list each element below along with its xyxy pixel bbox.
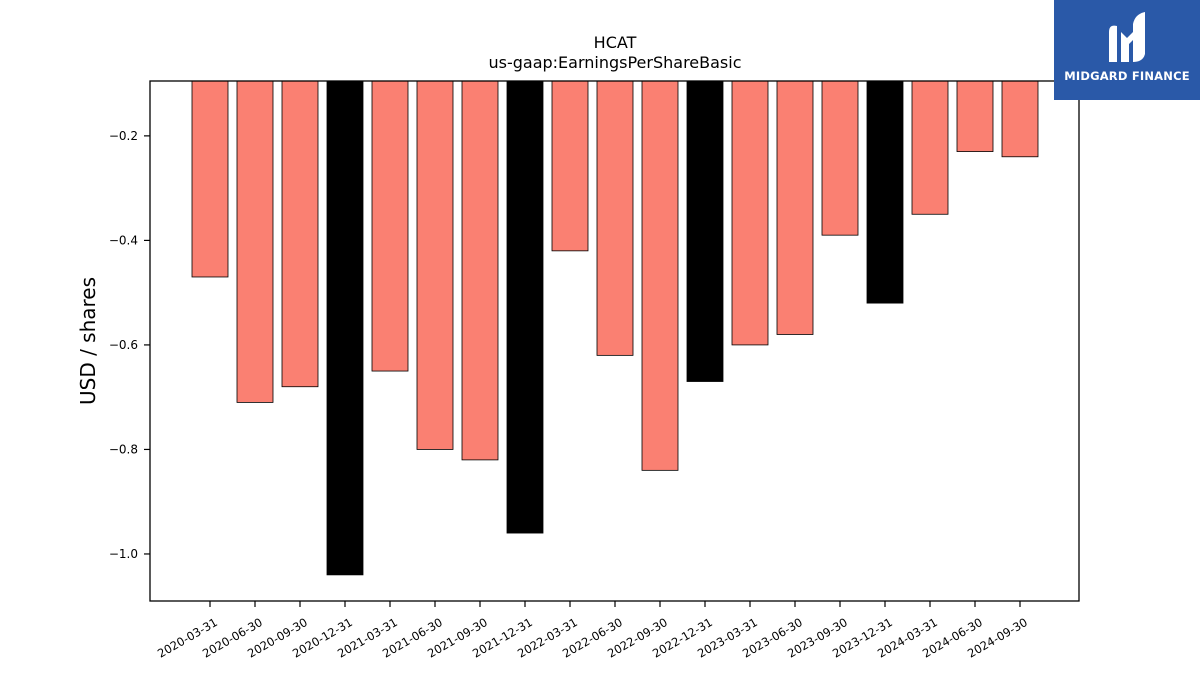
- bar-2023-09-30: [821, 80, 859, 236]
- bar-2021-12-31: [506, 80, 544, 534]
- bar-2024-09-30: [1001, 80, 1039, 158]
- plot-frame: [149, 80, 1080, 602]
- bar-2024-06-30: [956, 80, 994, 152]
- y-tick-label: −0.6: [109, 338, 138, 352]
- bar-2022-12-31: [686, 80, 724, 382]
- y-tick-label: −0.2: [109, 129, 138, 143]
- midgard-finance-logo: MIDGARD FINANCE: [1054, 0, 1200, 100]
- logo-text: MIDGARD FINANCE: [1064, 69, 1190, 83]
- bar-2020-12-31: [326, 80, 364, 576]
- y-axis-ticks: −0.2 −0.4 −0.6 −0.8 −1.0: [109, 129, 150, 561]
- x-axis-ticks: 2020-03-312020-06-302020-09-302020-12-31…: [155, 601, 1030, 661]
- bar-2023-06-30: [776, 80, 814, 335]
- bar-2022-09-30: [641, 80, 679, 471]
- y-axis-label: USD / shares: [76, 277, 100, 405]
- bar-2024-03-31: [911, 80, 949, 215]
- midgard-logo-icon: [1109, 12, 1145, 63]
- bar-2021-09-30: [461, 80, 499, 461]
- bar-2020-09-30: [281, 80, 319, 388]
- y-tick-label: −0.8: [109, 442, 138, 456]
- bar-2022-03-31: [551, 80, 589, 252]
- chart-subtitle: us-gaap:EarningsPerShareBasic: [488, 53, 741, 72]
- bar-2021-06-30: [416, 80, 454, 450]
- bar-2023-03-31: [731, 80, 769, 346]
- bar-2020-03-31: [191, 80, 229, 278]
- bar-2021-03-31: [371, 80, 409, 372]
- bar-2022-06-30: [596, 80, 634, 356]
- y-tick-label: −0.4: [109, 233, 138, 247]
- bar-2020-06-30: [236, 80, 274, 403]
- bar-series: [191, 80, 1039, 576]
- y-tick-label: −1.0: [109, 547, 138, 561]
- bar-2023-12-31: [866, 80, 904, 304]
- chart-title: HCAT: [594, 33, 637, 52]
